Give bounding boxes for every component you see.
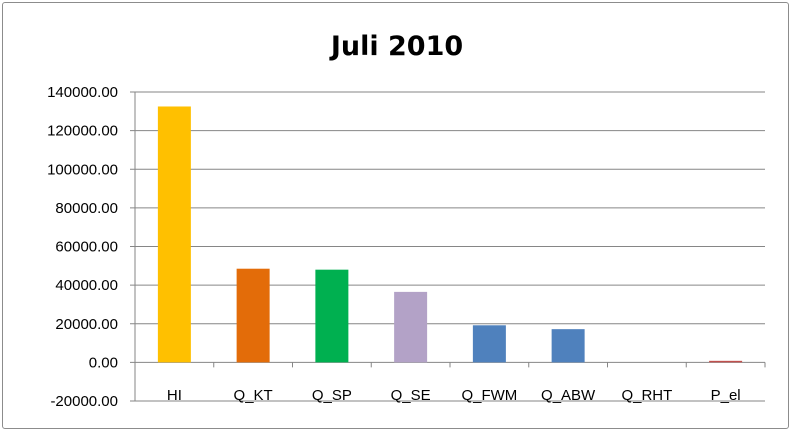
y-tick-label: 60000.00	[55, 239, 118, 256]
x-tick-label: HI	[167, 387, 182, 404]
y-tick-label: 40000.00	[55, 277, 118, 294]
x-tick-label: P_el	[711, 387, 741, 404]
y-tick-label: 80000.00	[55, 200, 118, 217]
y-tick-label: 100000.00	[47, 161, 118, 178]
bar-q-se	[394, 291, 428, 363]
bar-q-fwm	[472, 325, 506, 363]
bar-q-sp	[315, 269, 349, 363]
bar-q-abw	[551, 329, 585, 363]
grid-lines	[130, 91, 765, 402]
bar-hi	[157, 106, 191, 363]
y-tick-labels: 140000.00 120000.00 100000.00 80000.00 60000…	[47, 84, 118, 410]
y-tick-label: 20000.00	[55, 316, 118, 333]
y-tick-label: 0.00	[89, 354, 118, 371]
bar-p-el	[709, 360, 743, 363]
y-tick-label: 120000.00	[47, 123, 118, 140]
bar-q-kt	[236, 268, 270, 363]
y-tick-label: 140000.00	[47, 84, 118, 101]
x-tick-labels: HI Q_KT Q_SP Q_SE Q_FWM Q_ABW Q_RHT P_el	[167, 387, 741, 404]
y-tick-label: -20000.00	[50, 393, 118, 410]
x-tick-label: Q_RHT	[621, 387, 672, 404]
x-tick-label: Q_KT	[234, 387, 273, 404]
x-tick-label: Q_SP	[312, 387, 352, 404]
x-tick-label: Q_FWM	[461, 387, 517, 404]
x-tick-label: Q_ABW	[541, 387, 596, 404]
x-tick-label: Q_SE	[391, 387, 431, 404]
chart-title: Juli 2010	[329, 31, 463, 62]
bars	[157, 106, 743, 363]
